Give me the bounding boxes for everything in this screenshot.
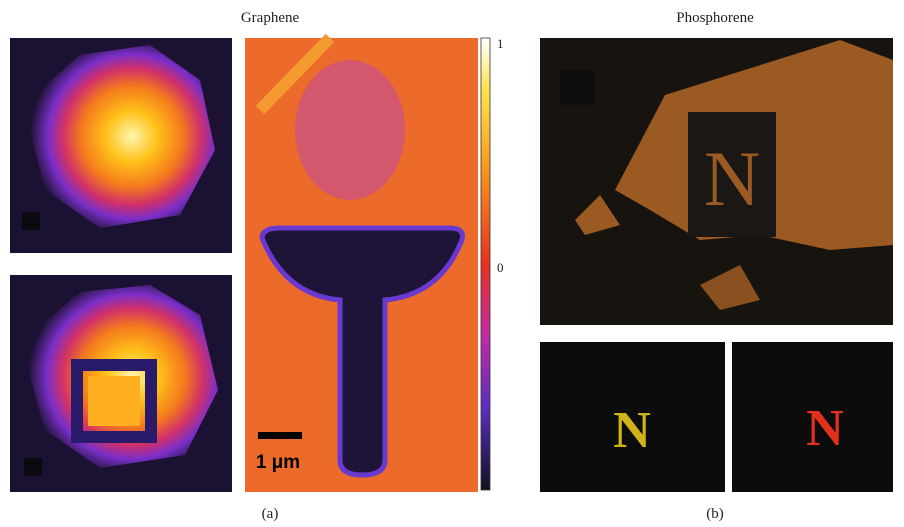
image-label: N: [704, 135, 760, 222]
panel-caption: (b): [706, 506, 724, 522]
colorbar-label: 1: [497, 36, 504, 51]
image-label: N: [613, 402, 651, 459]
micrograph: 1 μm: [245, 38, 478, 492]
figure: Graphene Phosphorene 1 μm 1 0 N: [0, 0, 904, 527]
micrograph: N: [540, 38, 893, 325]
colorbar: [481, 38, 490, 490]
panel-title: Phosphorene: [676, 10, 754, 26]
panel-caption: (a): [262, 506, 279, 522]
panel-title: Graphene: [241, 10, 300, 26]
micrograph: N: [732, 342, 893, 492]
colorbar-label: 0: [497, 260, 504, 275]
micrograph: [10, 38, 232, 253]
image-label: N: [806, 400, 844, 457]
micrograph: [10, 275, 232, 492]
scale-bar-label: 1 μm: [256, 452, 300, 473]
micrograph: N: [540, 342, 725, 492]
